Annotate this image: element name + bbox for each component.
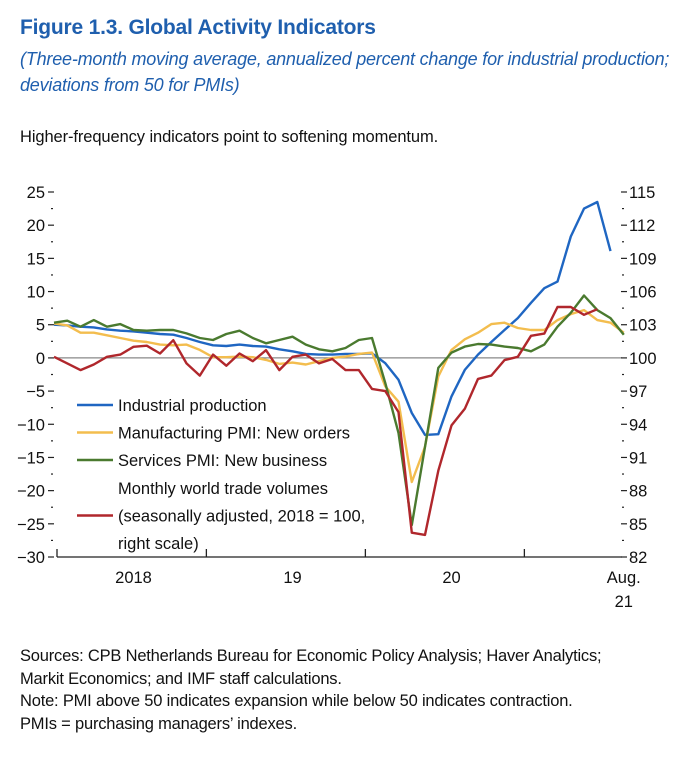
y-left-tick-label: 20 [27,217,45,235]
y-right-tick-label: 91 [629,449,647,467]
series-line-1 [53,308,625,484]
legend-label: Manufacturing PMI: New orders [118,425,350,443]
legend-label: Monthly world trade volumes [118,480,328,498]
y-right-tick-label: 88 [629,483,647,501]
y-left-tick-label: 0 [36,350,45,368]
y-left-tick-label: 25 [27,184,45,202]
legend-label: (seasonally adjusted, 2018 = 100, [118,508,365,526]
series-line-2 [53,294,625,527]
figure-subtitle: (Three-month moving average, annualized … [20,49,670,95]
note-line: Sources: CPB Netherlands Bureau for Econ… [20,647,602,665]
y-right-tick-label: 103 [629,317,657,335]
y-right-tick-label: 85 [629,516,647,534]
y-right-tick-label: 82 [629,549,647,567]
y-left-tick-label: −20 [17,483,45,501]
x-tick-label: Aug. [607,569,641,587]
figure-lead-text: Higher-frequency indicators point to sof… [20,128,439,146]
x-tick-label: 21 [615,593,633,611]
y-left-tick-label: −10 [17,416,45,434]
y-right-tick-label: 106 [629,284,657,302]
legend-label: Industrial production [118,397,267,415]
y-left-tick-label: −15 [17,449,45,467]
figure-title: Figure 1.3. Global Activity Indicators [20,16,376,39]
legend-item: Industrial production [77,397,267,415]
y-left-tick-label: −25 [17,516,45,534]
legend-item: Monthly world trade volumes (seasonally a… [77,480,365,553]
legend-item: Services PMI: New business [77,452,327,470]
sources-notes: Sources: CPB Netherlands Bureau for Econ… [20,645,602,735]
series-line-3 [53,305,598,537]
series-line-0 [53,200,612,437]
legend-label: right scale) [118,535,199,553]
note-line: Markit Economics; and IMF staff calculat… [20,669,342,688]
legend-item: Manufacturing PMI: New orders [77,425,350,443]
y-right-tick-label: 100 [629,350,657,368]
legend-label: Services PMI: New business [118,452,327,470]
y-right-tick-label: 109 [629,250,657,268]
y-left-tick-label: 15 [27,250,45,268]
note-line: Note: PMI above 50 indicates expansion w… [20,692,573,710]
y-left-tick-label: 5 [36,317,45,335]
y-left-tick-label: −30 [17,549,45,567]
y-right-tick-label: 94 [629,416,647,434]
x-tick-label: 2018 [115,569,152,587]
note-line: PMIs = purchasing managers’ indexes. [20,714,297,733]
y-left-tick-label: 10 [27,284,45,302]
x-tick-label: 20 [442,569,460,587]
y-right-tick-label: 112 [629,217,655,235]
y-right-tick-label: 97 [629,383,647,401]
x-tick-label: 19 [283,569,301,587]
y-left-tick-label: −5 [26,383,45,401]
y-right-tick-label: 115 [629,184,655,202]
